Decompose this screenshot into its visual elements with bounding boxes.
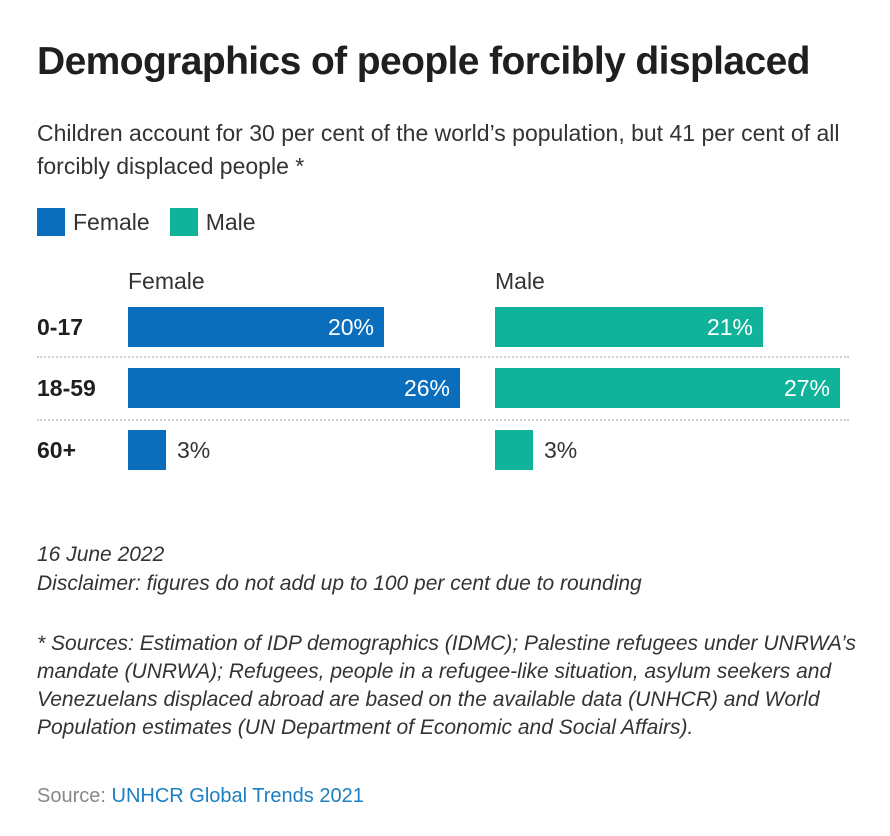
value-label-male: 21% bbox=[706, 314, 753, 340]
row-separator bbox=[37, 356, 849, 358]
bar-female bbox=[128, 368, 460, 408]
source-line: Source: UNHCR Global Trends 2021 bbox=[37, 785, 364, 808]
bar-male bbox=[495, 368, 840, 408]
legend-swatch-male bbox=[169, 208, 198, 236]
value-label-male: 27% bbox=[783, 375, 830, 401]
chart-title: Demographics of people forcibly displace… bbox=[37, 40, 811, 83]
panel-title-male: Male bbox=[495, 268, 545, 294]
legend-label-male: Male bbox=[205, 208, 256, 235]
panel-title-female: Female bbox=[128, 268, 205, 294]
legend-item-female: Female bbox=[37, 208, 150, 236]
bar-female bbox=[128, 430, 166, 470]
legend-swatch-female bbox=[37, 208, 65, 236]
row-separator bbox=[37, 419, 849, 421]
source-link[interactable]: UNHCR Global Trends 2021 bbox=[111, 785, 364, 807]
value-label-male: 3% bbox=[544, 437, 578, 463]
chart-subtitle: Children account for 30 per cent of the … bbox=[37, 120, 840, 179]
publication-date: 16 June 2022 bbox=[37, 543, 165, 566]
bar-male bbox=[495, 307, 763, 347]
legend-label-female: Female bbox=[73, 208, 150, 235]
sources-note: * Sources: Estimation of IDP demographic… bbox=[37, 632, 856, 739]
source-label: Source: bbox=[37, 785, 106, 807]
value-label-female: 20% bbox=[327, 314, 374, 340]
value-label-female: 26% bbox=[403, 375, 450, 401]
bar-female bbox=[128, 307, 384, 347]
category-label: 18-59 bbox=[37, 375, 96, 401]
category-label: 0-17 bbox=[37, 314, 84, 340]
legend: Female Male bbox=[37, 207, 276, 237]
disclaimer: Disclaimer: figures do not add up to 100… bbox=[37, 572, 642, 595]
legend-item-male: Male bbox=[169, 208, 256, 236]
category-label: 60+ bbox=[37, 437, 77, 463]
value-label-female: 3% bbox=[177, 437, 211, 463]
bar-male bbox=[495, 430, 533, 470]
